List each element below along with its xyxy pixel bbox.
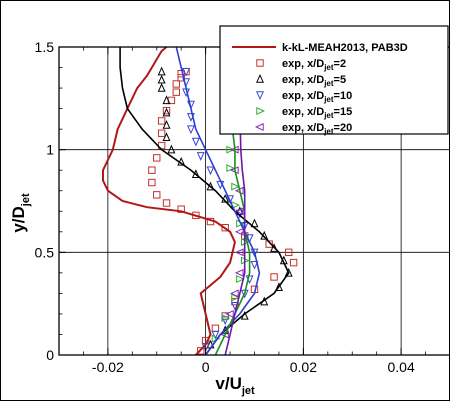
data-point-square: [285, 248, 293, 257]
line-series-5: [224, 47, 246, 356]
x-tick-label: -0.02: [92, 359, 124, 375]
data-point-triangle-right: [226, 145, 236, 154]
data-point-square: [289, 258, 298, 267]
data-point-triangle-down: [182, 67, 191, 77]
data-point-triangle-up: [284, 267, 293, 277]
data-point-square: [197, 347, 205, 355]
data-point-triangle-up: [167, 144, 176, 154]
legend-marker-square: [256, 59, 264, 67]
data-point-triangle-down: [186, 125, 195, 135]
y-tick-label: 1.5: [35, 39, 55, 55]
data-point-triangle-left: [225, 309, 234, 318]
x-axis-label: v/Ujet: [215, 374, 255, 397]
x-tick-label: 0.04: [388, 359, 415, 375]
data-point-triangle-up: [274, 282, 283, 291]
legend-entry-label: exp, x/Djet=20: [282, 122, 352, 136]
data-point-square: [162, 199, 171, 207]
data-point-triangle-right: [226, 164, 236, 173]
legend-entry-label: exp, x/Djet=2: [282, 58, 346, 72]
data-point-triangle-down: [196, 152, 205, 161]
data-point-triangle-up: [157, 66, 166, 76]
data-point-square: [221, 223, 229, 232]
data-point-triangle-up: [162, 107, 171, 117]
y-axis-label: y/Djet: [9, 193, 32, 233]
data-point-square: [172, 80, 181, 88]
legend-line-label: k-kL-MEAH2013, PAB3D: [282, 42, 408, 54]
data-point-triangle-right: [231, 293, 240, 302]
data-point-triangle-left: [234, 248, 244, 257]
data-point-square: [153, 191, 161, 199]
data-point-triangle-down: [250, 260, 259, 270]
data-point-triangle-left: [234, 227, 244, 236]
legend-entry-label: exp, x/Djet=10: [282, 90, 352, 104]
data-point-triangle-up: [206, 181, 215, 191]
data-point-triangle-left: [234, 207, 244, 216]
line-series-1: [102, 46, 236, 356]
data-point-square: [148, 178, 156, 187]
y-tick-label: 0: [46, 347, 54, 363]
data-point-square: [162, 106, 171, 115]
y-tick-label: 1: [46, 142, 54, 158]
data-point-triangle-left: [229, 289, 239, 298]
data-point-square: [157, 117, 166, 125]
data-point-triangle-down: [250, 248, 259, 258]
x-tick-label: 0: [202, 359, 210, 375]
data-point-square: [177, 205, 185, 213]
legend-marker-triangle-down: [256, 91, 264, 101]
line-series-3: [175, 46, 261, 356]
legend-marker-entries: exp, x/Djet=2 exp, x/Djet=5 exp, x/Djet=10…: [254, 58, 352, 136]
data-point-square: [153, 154, 161, 162]
data-point-triangle-down: [206, 166, 215, 176]
data-point-triangle-up: [162, 95, 171, 105]
data-point-square: [172, 88, 181, 96]
legend-entry-label: exp, x/Djet=5: [282, 74, 346, 88]
data-point-triangle-up: [157, 74, 166, 84]
x-tick-label: 0.02: [290, 359, 317, 375]
data-point-triangle-right: [231, 182, 240, 191]
data-point-triangle-up: [162, 132, 171, 142]
data-point-triangle-right: [221, 314, 231, 323]
data-point-triangle-left: [234, 268, 244, 277]
data-point-triangle-up: [162, 120, 171, 129]
legend-marker-triangle-right: [256, 107, 266, 115]
data-point-square: [157, 129, 166, 137]
legend-marker-triangle-left: [254, 123, 264, 131]
legend-marker-triangle-up: [256, 73, 264, 83]
line-series-2: [119, 47, 290, 356]
data-point-triangle-up: [157, 83, 166, 92]
data-point-square: [148, 166, 156, 174]
data-point-triangle-down: [211, 330, 220, 340]
legend-entry-label: exp, x/Djet=15: [282, 106, 352, 120]
data-point-square: [270, 273, 278, 281]
data-point-triangle-down: [191, 137, 200, 147]
data-point-triangle-up: [191, 169, 200, 179]
data-point-triangle-right: [236, 275, 245, 284]
y-tick-label: 0.5: [35, 244, 55, 260]
